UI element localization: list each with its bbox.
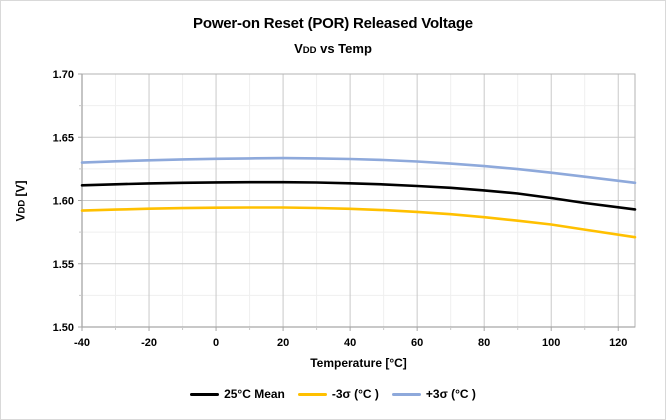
ylabel-vdd-subscript: DD bbox=[17, 199, 28, 214]
x-axis-title: Temperature [°C] bbox=[310, 356, 407, 370]
y-axis-title-wrap: VDD [V] bbox=[3, 74, 39, 327]
svg-text:1.65: 1.65 bbox=[53, 132, 74, 144]
svg-text:100: 100 bbox=[542, 337, 560, 349]
svg-text:-20: -20 bbox=[141, 337, 157, 349]
legend-label-plus-3sigma: +3σ (°C ) bbox=[425, 387, 476, 401]
svg-text:-40: -40 bbox=[74, 337, 90, 349]
svg-text:1.70: 1.70 bbox=[53, 69, 74, 81]
subtitle-v: V bbox=[294, 41, 303, 56]
chart-title: Power-on Reset (POR) Released Voltage bbox=[193, 15, 473, 32]
y-axis-title: VDD [V] bbox=[14, 180, 28, 221]
svg-text:80: 80 bbox=[478, 337, 490, 349]
legend-item-plus-3sigma: +3σ (°C ) bbox=[391, 387, 476, 401]
legend: 25°C Mean -3σ (°C ) +3σ (°C ) bbox=[1, 385, 665, 403]
legend-item-mean: 25°C Mean bbox=[190, 387, 285, 401]
svg-text:40: 40 bbox=[344, 337, 356, 349]
svg-text:60: 60 bbox=[411, 337, 423, 349]
chart-subtitle: VDD vs Temp bbox=[1, 41, 665, 56]
subtitle-rest: vs Temp bbox=[316, 41, 372, 56]
subtitle-vdd-subscript: DD bbox=[302, 45, 317, 56]
svg-text:0: 0 bbox=[213, 337, 219, 349]
svg-text:20: 20 bbox=[277, 337, 289, 349]
legend-item-minus-3sigma: -3σ (°C ) bbox=[297, 387, 379, 401]
svg-text:1.50: 1.50 bbox=[53, 322, 74, 334]
ylabel-v: V bbox=[14, 213, 28, 222]
ylabel-rest: [V] bbox=[14, 179, 28, 200]
svg-text:120: 120 bbox=[609, 337, 627, 349]
legend-line-swatch-mean bbox=[190, 392, 220, 396]
svg-text:1.60: 1.60 bbox=[53, 196, 74, 208]
legend-label-mean: 25°C Mean bbox=[224, 387, 285, 401]
legend-label-minus-3sigma: -3σ (°C ) bbox=[331, 387, 379, 401]
svg-text:1.55: 1.55 bbox=[53, 259, 74, 271]
legend-line-swatch-minus-3sigma bbox=[297, 392, 327, 396]
legend-line-swatch-plus-3sigma bbox=[391, 392, 421, 396]
